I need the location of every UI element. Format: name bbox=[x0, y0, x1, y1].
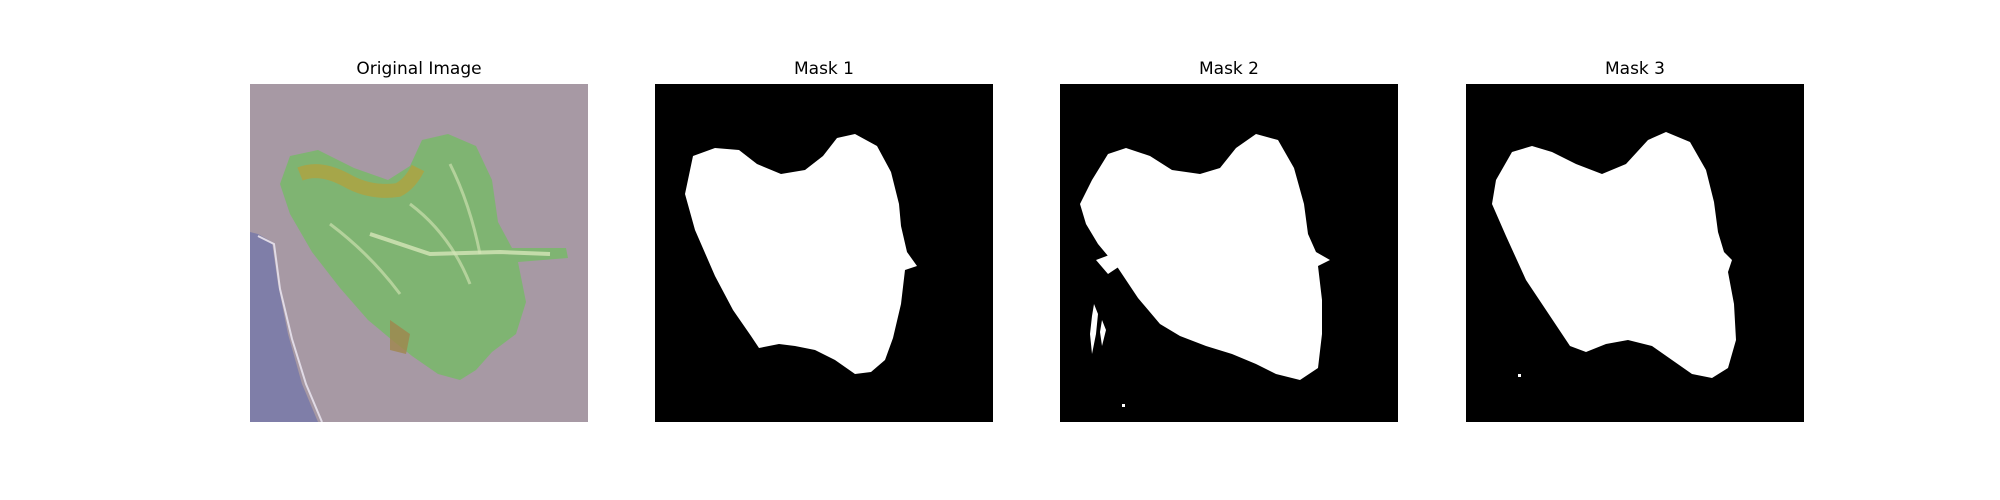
mask-foreground bbox=[685, 134, 917, 374]
panel-mask-3: Mask 3 bbox=[1466, 0, 1804, 500]
panel-mask-1: Mask 1 bbox=[655, 0, 993, 500]
leaf-veins bbox=[329, 163, 482, 295]
panel-title: Mask 1 bbox=[793, 59, 854, 79]
leaf-shape bbox=[280, 134, 568, 380]
leaf-stem bbox=[390, 320, 410, 354]
leaf-midrib bbox=[369, 232, 551, 257]
leaf-lesion bbox=[297, 164, 425, 198]
mask-speck bbox=[1122, 404, 1125, 407]
mask-speckles bbox=[1090, 304, 1106, 354]
panel-title: Mask 3 bbox=[1604, 59, 1665, 79]
original-leaf-photo bbox=[250, 84, 588, 422]
mask-speck bbox=[1518, 374, 1521, 377]
mask-1-image bbox=[655, 84, 993, 422]
mask-foreground bbox=[1492, 132, 1736, 378]
paper-edge bbox=[257, 235, 323, 422]
mask-2-svg bbox=[1060, 84, 1398, 422]
panel-mask-2: Mask 2 bbox=[1060, 0, 1398, 500]
shadow-region bbox=[250, 232, 318, 422]
mask-foreground bbox=[1080, 134, 1330, 380]
mask-fragment bbox=[1096, 254, 1120, 274]
mask-3-svg bbox=[1466, 84, 1804, 422]
panel-title: Mask 2 bbox=[1198, 59, 1259, 79]
panel-title: Original Image bbox=[356, 59, 482, 79]
mask-1-svg bbox=[655, 84, 993, 422]
leaf-photo-svg bbox=[250, 84, 588, 422]
panel-original-image: Original Image bbox=[250, 0, 588, 500]
mask-3-image bbox=[1466, 84, 1804, 422]
mask-2-image bbox=[1060, 84, 1398, 422]
